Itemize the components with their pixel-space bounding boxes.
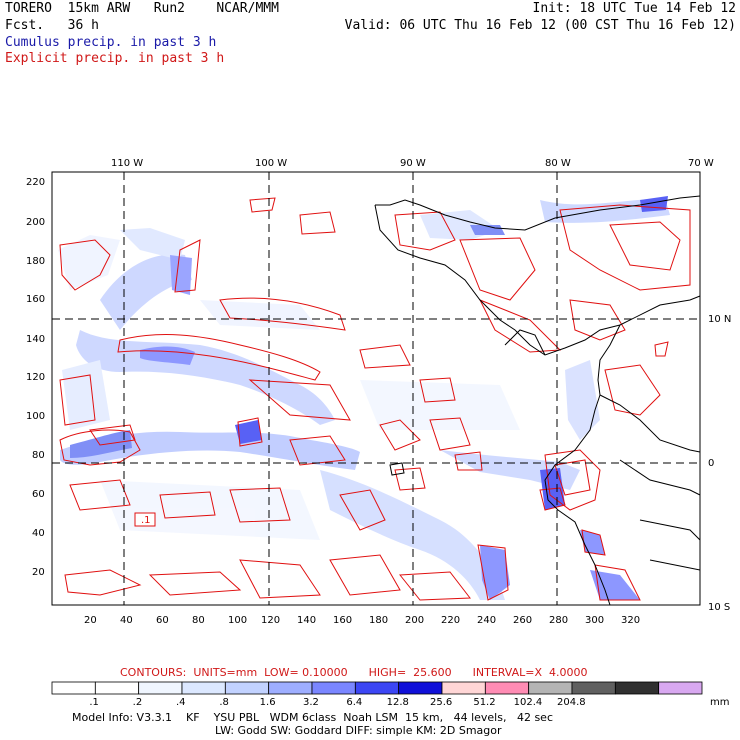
y-tick: 160	[26, 294, 45, 305]
y-tick: 180	[26, 256, 45, 267]
legend-swatch	[614, 681, 660, 695]
legend-swatch	[484, 681, 530, 695]
y-tick: 120	[26, 372, 45, 383]
x-tick: 80	[192, 615, 205, 626]
contour-label-box	[134, 512, 156, 527]
lat-label-10n: 10 N	[708, 314, 731, 325]
x-tick: 220	[441, 615, 460, 626]
x-tick: 200	[405, 615, 424, 626]
legend-value: 51.2	[473, 697, 496, 708]
x-tick: 280	[549, 615, 568, 626]
legend-swatch	[224, 681, 270, 695]
model-physics: LW: Godd SW: Goddard DIFF: simple KM: 2D…	[215, 724, 502, 737]
y-tick: 40	[32, 528, 45, 539]
x-tick: 180	[369, 615, 388, 626]
x-tick: 240	[477, 615, 496, 626]
legend-swatch	[311, 681, 356, 695]
lon-label-70w: 70 W	[688, 158, 714, 169]
x-tick: 160	[333, 615, 352, 626]
x-tick: 140	[297, 615, 316, 626]
legend-value: .4	[176, 697, 186, 708]
forecast-hour: Fcst. 36 h	[5, 18, 99, 33]
coastline-layer	[374, 195, 701, 606]
y-tick: 200	[26, 217, 45, 228]
latitude-labels: 10 N 0 10 S	[708, 314, 731, 613]
latlon-grid	[52, 172, 700, 605]
x-tick: 120	[261, 615, 280, 626]
cumulus-legend-label: Cumulus precip. in past 3 h	[5, 35, 217, 50]
lon-label-80w: 80 W	[545, 158, 571, 169]
legend-unit: mm	[710, 697, 730, 708]
legend-value: 6.4	[346, 697, 363, 708]
model-info: Model Info: V3.3.1 KF YSU PBL WDM 6class…	[72, 711, 553, 724]
legend-swatch	[94, 681, 140, 695]
y-tick: 60	[32, 489, 45, 500]
explicit-legend-label: Explicit precip. in past 3 h	[5, 51, 225, 66]
legend-swatch	[268, 681, 313, 695]
x-tick: 40	[120, 615, 133, 626]
legend-value: 3.2	[303, 697, 319, 708]
valid-time: Valid: 06 UTC Thu 16 Feb 12 (00 CST Thu …	[344, 18, 736, 33]
x-tick: 260	[513, 615, 532, 626]
x-tick: 100	[228, 615, 247, 626]
x-tick: 20	[84, 615, 97, 626]
y-tick: 100	[26, 411, 45, 422]
init-time: Init: 18 UTC Tue 14 Feb 12	[532, 1, 737, 16]
legend-value: 1.6	[259, 697, 276, 708]
legend-value: 12.8	[386, 697, 409, 708]
legend-value: 25.6	[430, 697, 453, 708]
x-tick: 320	[621, 615, 640, 626]
x-axis-ticks: 20 40 60 80 100 120 140 160 180 200 220 …	[84, 615, 640, 626]
legend-swatch	[51, 681, 96, 695]
color-legend-bar	[51, 681, 703, 695]
legend-value: 204.8	[557, 697, 586, 708]
legend-value: 102.4	[513, 697, 543, 708]
longitude-labels: 110 W 100 W 90 W 80 W 70 W	[111, 158, 714, 169]
legend-swatch	[398, 681, 443, 695]
explicit-precip-layer	[59, 197, 691, 601]
x-tick: 60	[156, 615, 169, 626]
legend-swatch	[138, 681, 183, 695]
legend-swatch	[181, 681, 226, 695]
legend-swatch	[528, 681, 573, 695]
lat-label-0: 0	[708, 458, 714, 469]
legend-value: .2	[132, 697, 143, 708]
model-title: TORERO 15km ARW Run2 NCAR/MMM	[5, 1, 279, 16]
legend-swatch	[441, 681, 486, 695]
lon-label-90w: 90 W	[400, 158, 426, 169]
lon-label-110w: 110 W	[111, 158, 143, 169]
legend-swatch	[571, 681, 616, 695]
legend-value: .1	[89, 697, 99, 708]
contour-label-text: .1	[141, 515, 151, 526]
lat-label-10s: 10 S	[708, 602, 730, 613]
y-axis-ticks: 220 200 180 160 140 120 100 80 60 40 20	[26, 177, 45, 578]
y-tick: 80	[32, 450, 45, 461]
lon-label-100w: 100 W	[255, 158, 287, 169]
y-tick: 220	[26, 177, 45, 188]
x-tick: 300	[585, 615, 604, 626]
legend-swatch	[354, 681, 400, 695]
y-tick: 20	[32, 567, 45, 578]
contours-info: CONTOURS: UNITS=mm LOW= 0.10000 HIGH= 25…	[120, 666, 588, 679]
legend-value: .8	[219, 697, 229, 708]
y-tick: 140	[26, 334, 45, 345]
cumulus-precip-layer	[58, 196, 670, 600]
legend-swatch	[658, 681, 703, 695]
